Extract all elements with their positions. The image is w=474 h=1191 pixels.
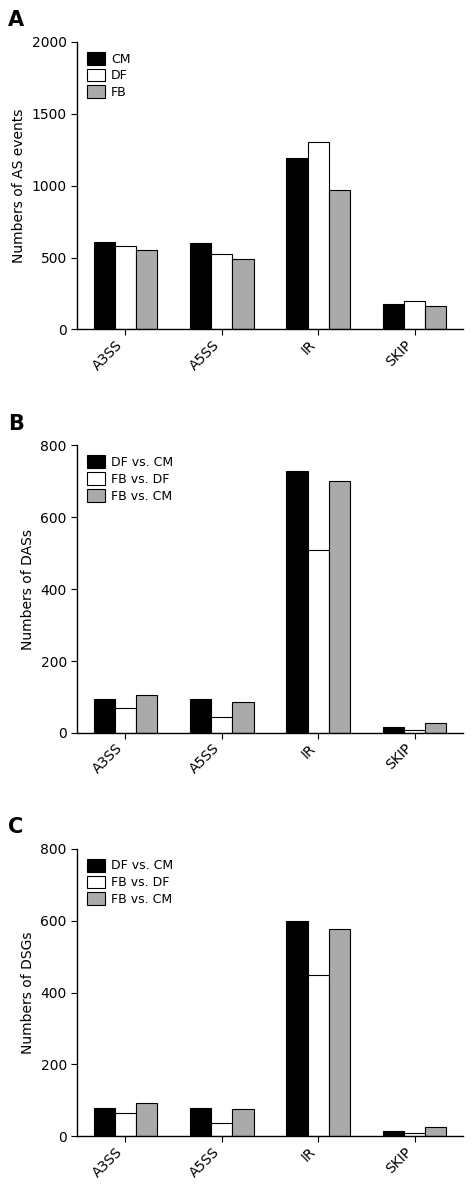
Bar (232, 258, 254, 330)
Bar (232, 1110, 254, 1136)
Bar (136, 250, 157, 330)
Bar (190, 699, 211, 732)
Text: A: A (8, 11, 24, 31)
Bar (329, 929, 350, 1136)
Bar (94, 242, 115, 330)
Bar (94, 699, 115, 732)
Bar (190, 243, 211, 330)
Bar (115, 707, 136, 732)
Y-axis label: Numbers of AS events: Numbers of AS events (12, 108, 26, 263)
Bar (286, 158, 308, 330)
Bar (329, 191, 350, 330)
Bar (190, 1109, 211, 1136)
Bar (383, 727, 404, 732)
Bar (425, 1128, 447, 1136)
Bar (286, 921, 308, 1136)
Bar (115, 247, 136, 330)
Bar (136, 696, 157, 732)
Legend: DF vs. CM, FB vs. DF, FB vs. CM: DF vs. CM, FB vs. DF, FB vs. CM (83, 451, 177, 506)
Bar (383, 304, 404, 330)
Text: B: B (8, 414, 24, 434)
Bar (286, 470, 308, 732)
Bar (94, 1108, 115, 1136)
Bar (425, 723, 447, 732)
Bar (211, 717, 232, 732)
Bar (404, 1133, 425, 1136)
Bar (115, 1114, 136, 1136)
Bar (211, 254, 232, 330)
Bar (425, 306, 447, 330)
Bar (329, 481, 350, 732)
Legend: CM, DF, FB: CM, DF, FB (83, 48, 134, 102)
Bar (211, 1123, 232, 1136)
Bar (136, 1103, 157, 1136)
Bar (308, 142, 329, 330)
Legend: DF vs. CM, FB vs. DF, FB vs. CM: DF vs. CM, FB vs. DF, FB vs. CM (83, 855, 177, 910)
Bar (383, 1131, 404, 1136)
Text: C: C (8, 817, 23, 837)
Bar (232, 703, 254, 732)
Bar (308, 975, 329, 1136)
Y-axis label: Numbers of DASs: Numbers of DASs (21, 529, 35, 649)
Y-axis label: Numbers of DSGs: Numbers of DSGs (21, 931, 35, 1054)
Bar (404, 730, 425, 732)
Bar (404, 301, 425, 330)
Bar (308, 549, 329, 732)
